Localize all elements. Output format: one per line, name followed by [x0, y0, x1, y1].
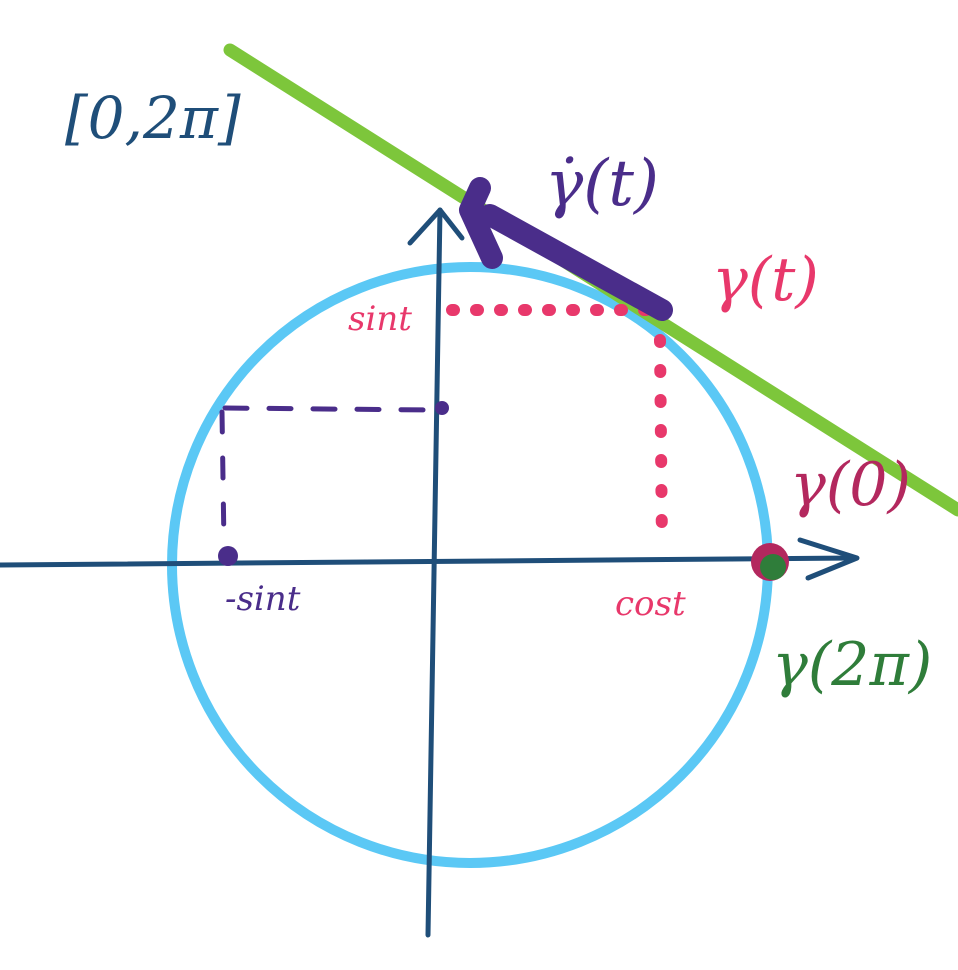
velocity-label: γ̇(t) — [545, 147, 659, 221]
point-gamma-2pi — [760, 554, 786, 580]
x-axis-arrowhead — [797, 537, 860, 581]
cos-label: cost — [615, 584, 686, 624]
x-axis — [0, 555, 858, 568]
neg-sin-label: -sint — [225, 579, 301, 619]
gamma-t-label: γ(t) — [712, 245, 819, 315]
velocity-arrowhead — [459, 177, 503, 269]
sin-label: sint — [348, 299, 412, 339]
rotated-projection-horizontal — [222, 405, 433, 413]
gamma-0-label: γ(0) — [790, 450, 911, 520]
y-axis-arrowhead — [407, 207, 465, 246]
rotated-projection-dot — [435, 401, 449, 415]
interval-label: [0,2π] — [65, 84, 241, 152]
cos-projection-line — [654, 334, 668, 554]
rotated-projection-vertical — [219, 409, 227, 548]
gamma-2pi-label: γ(2π) — [772, 630, 932, 700]
neg-sin-point — [218, 546, 238, 566]
y-axis — [425, 207, 443, 938]
velocity-vector — [479, 204, 673, 321]
